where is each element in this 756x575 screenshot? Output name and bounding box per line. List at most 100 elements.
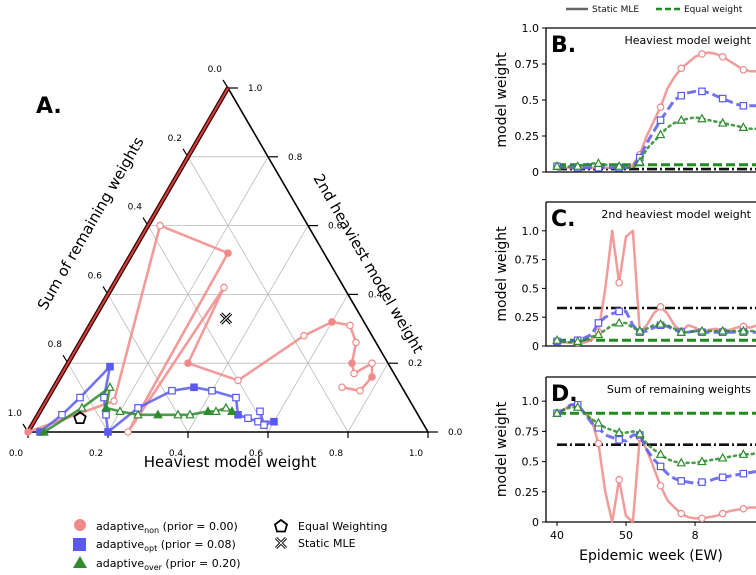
panel-title: Sum of remaining weights [607, 383, 751, 396]
ternary-point [115, 406, 125, 415]
series-marker [572, 336, 583, 345]
legend-label-static-mle: Static MLE [298, 537, 356, 550]
top-legend-equal-weight-label: Equal weight [684, 5, 743, 15]
series-marker [655, 318, 666, 328]
ternary-point [356, 386, 364, 395]
ternary-point [270, 417, 278, 426]
right-tick-label: 0.8 [288, 153, 303, 163]
left-tick-label: 0.8 [48, 340, 63, 350]
ternary-series [24, 86, 376, 436]
y-tick-label: 0.5 [522, 456, 540, 469]
series-marker [615, 475, 623, 484]
ternary-point [184, 359, 192, 368]
ternary-point [156, 221, 164, 230]
equal-weighting-marker [73, 411, 87, 425]
legend-marker-over [73, 556, 87, 568]
ternary-point [211, 406, 221, 415]
series-marker [739, 65, 748, 74]
series-marker [593, 329, 604, 339]
series-marker [635, 325, 645, 335]
series-marker [738, 122, 749, 131]
y-axis-label: model weight [494, 52, 510, 148]
ternary-point [368, 359, 376, 368]
series-marker [717, 452, 728, 462]
series-marker [552, 334, 562, 344]
bottom-tick-label: 0.4 [169, 449, 184, 459]
legend-marker-non [74, 519, 86, 531]
ternary-point [101, 402, 111, 412]
y-tick-label: 0.25 [515, 311, 540, 324]
panel-title: 2nd heaviest model weight [601, 208, 751, 221]
series-marker [697, 325, 707, 335]
edge-trajectory [27, 87, 229, 433]
series-marker [552, 407, 562, 417]
series-marker [656, 103, 665, 112]
series-marker [614, 317, 624, 327]
series-marker [676, 114, 687, 124]
series-marker [738, 325, 749, 335]
x-axis-label: Epidemic week (EW) [579, 548, 723, 564]
panel-label: D. [551, 382, 578, 407]
ternary-point [352, 338, 360, 347]
x-tick-label: 50 [619, 529, 633, 542]
series-marker [655, 129, 666, 139]
ternary-point [346, 321, 354, 330]
ternary-gridlines [67, 156, 389, 433]
series-marker [615, 278, 623, 287]
left-tick [222, 79, 229, 89]
bottom-tick-label: 0.6 [249, 449, 264, 459]
series-marker [614, 427, 624, 437]
ternary-point [208, 386, 216, 395]
panel-title: Heaviest model weight [625, 34, 752, 47]
panel-b: 0 0.25 0.5 0.75 1.0 model weight B. Heaviest mo… [494, 22, 756, 179]
gridline-remaining [67, 362, 109, 433]
series-marker [697, 456, 707, 466]
top-legend: Static MLE Equal weight [566, 5, 743, 15]
y-tick-label: 0.5 [522, 282, 540, 295]
series-marker [593, 417, 604, 427]
ternary-point [244, 414, 252, 423]
legend-label-opt: adaptiveopt (prior = 0.08) [96, 538, 236, 553]
ternary-point [300, 331, 308, 340]
ternary-point [58, 411, 66, 419]
ternary-point [350, 369, 358, 378]
ternary-point [102, 411, 110, 419]
ternary-point [133, 409, 143, 419]
series-line-adaptive-over [555, 321, 756, 344]
right-tick-label: 0.4 [368, 290, 383, 300]
series-line-adaptive-non [556, 51, 756, 169]
panel-label: C. [551, 207, 576, 232]
ternary-point [173, 409, 183, 419]
ternary-ticks: 0.0 0.2 0.4 0.6 0.8 1.0 0.0 0.2 0.4 0.6 0.8 1.0 0.0 0… [8, 65, 463, 459]
y-tick-label: 0 [532, 166, 539, 179]
ternary-point [153, 409, 163, 419]
series-marker [656, 481, 665, 490]
series-marker [655, 449, 666, 458]
series-marker [656, 303, 665, 311]
ternary-point [100, 393, 108, 402]
series-marker [676, 457, 687, 467]
ternary-point [185, 409, 195, 419]
left-tick-label: 1.0 [8, 409, 23, 419]
series-marker [738, 449, 749, 458]
ternary-point [338, 383, 346, 392]
series-marker [594, 319, 603, 327]
series-line-adaptive-non [556, 229, 756, 344]
bottom-tick-label: 0.8 [329, 449, 344, 459]
bottom-axis-label: Heaviest model weight [144, 453, 317, 471]
left-tick-label: 0.6 [88, 271, 103, 281]
series-marker [572, 160, 583, 170]
legend-label-equal-weighting: Equal Weighting [298, 520, 388, 533]
y-tick-label: 0.75 [515, 254, 540, 267]
ternary-point [368, 373, 376, 381]
gridline-heaviest [347, 362, 389, 433]
y-tick-label: 0 [532, 340, 539, 353]
series-marker [697, 113, 707, 123]
series-marker [677, 64, 686, 73]
y-tick-label: 0.25 [515, 130, 540, 143]
right-tick-label: 0.6 [328, 222, 343, 232]
y-tick-label: 0.5 [522, 94, 540, 107]
series-marker [677, 477, 686, 485]
ternary-plot: A. 0.0 0.2 0.4 0.6 0.8 1.00.00.20.40.60.81.00… [8, 65, 463, 471]
y-tick-label: 0 [532, 516, 539, 529]
